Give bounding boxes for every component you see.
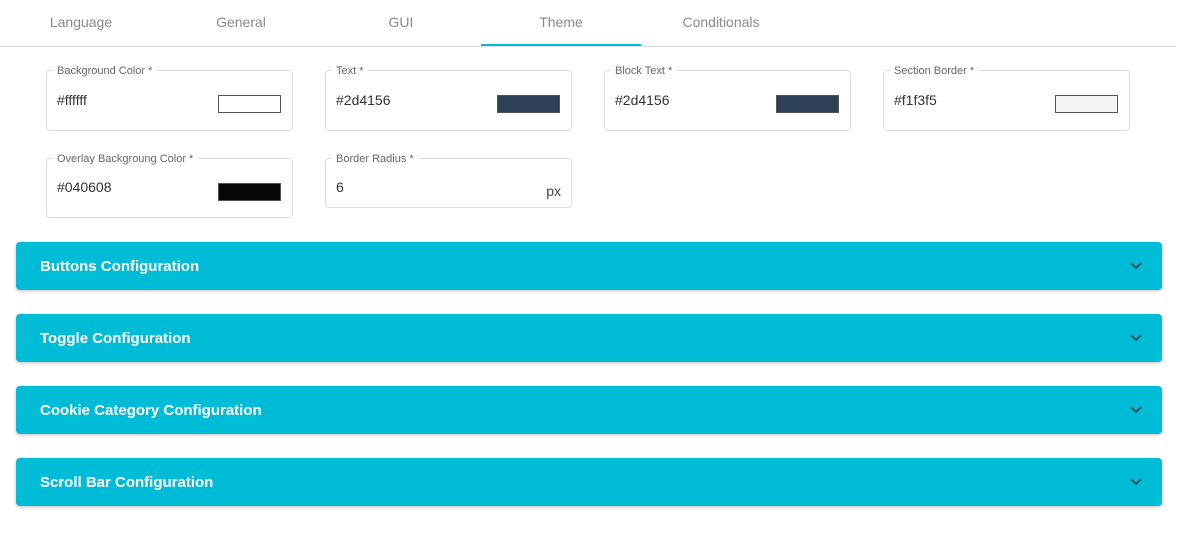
chevron-icon [1130,406,1142,414]
field-label: Block Text * [611,64,677,78]
field-unit: px [546,183,561,199]
field-label: Section Border * [890,64,979,78]
accordion-title: Toggle Configuration [40,330,191,347]
color-swatch[interactable] [1055,95,1118,113]
tab[interactable]: GUI [388,14,414,30]
field-value: #ffffff [57,92,87,108]
chevron-icon [1130,334,1142,342]
chevron-icon [1130,478,1142,486]
accordion-title: Scroll Bar Configuration [40,474,214,491]
field-label: Text * [332,64,368,78]
color-swatch[interactable] [776,95,839,113]
tab[interactable]: Theme [481,0,641,46]
field-value: #2d4156 [336,92,391,108]
color-swatch[interactable] [497,95,560,113]
number-field[interactable]: Border Radius * 6 px [325,152,572,208]
tab[interactable]: Language [49,14,113,30]
accordion-header[interactable]: Toggle Configuration [16,314,1162,362]
accordion-header[interactable]: Scroll Bar Configuration [16,458,1162,506]
field-label: Border Radius * [332,152,418,166]
field-value: #040608 [57,179,112,195]
field-label: Overlay Backgroung Color * [53,152,198,166]
color-field[interactable]: Background Color * #ffffff [46,64,293,131]
field-value: 6 [336,179,344,195]
field-label: Background Color * [53,64,157,78]
accordion-title: Cookie Category Configuration [40,402,262,419]
tab[interactable]: General [216,14,266,30]
accordion-header[interactable]: Cookie Category Configuration [16,386,1162,434]
chevron-icon [1130,262,1142,270]
color-field[interactable]: Section Border * #f1f3f5 [883,64,1130,131]
color-field[interactable]: Block Text * #2d4156 [604,64,851,131]
color-field[interactable]: Overlay Backgroung Color * #040608 [46,152,293,218]
field-value: #f1f3f5 [894,92,937,108]
field-value: #2d4156 [615,92,670,108]
color-swatch[interactable] [218,95,281,113]
accordion-title: Buttons Configuration [40,258,200,275]
divider [0,46,1176,47]
color-field[interactable]: Text * #2d4156 [325,64,572,131]
color-swatch[interactable] [218,183,281,201]
accordion-header[interactable]: Buttons Configuration [16,242,1162,290]
tab[interactable]: Conditionals [682,14,760,30]
